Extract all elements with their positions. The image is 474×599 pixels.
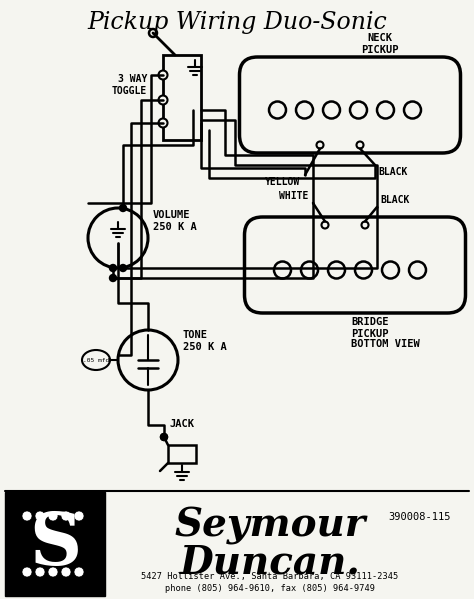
Circle shape (109, 274, 117, 282)
Circle shape (323, 101, 340, 119)
Bar (168, 445, 196, 463)
Circle shape (158, 71, 167, 80)
Circle shape (48, 567, 58, 577)
Text: WHITE: WHITE (279, 191, 308, 201)
Text: NECK
PICKUP: NECK PICKUP (361, 34, 399, 55)
FancyBboxPatch shape (239, 57, 461, 153)
Circle shape (382, 262, 399, 279)
Circle shape (22, 511, 32, 521)
Text: 390008-115: 390008-115 (389, 512, 451, 522)
Circle shape (118, 330, 178, 390)
Circle shape (74, 511, 84, 521)
Circle shape (301, 262, 318, 279)
Circle shape (22, 567, 32, 577)
Text: BRIDGE
PICKUP: BRIDGE PICKUP (351, 317, 389, 338)
Circle shape (35, 567, 45, 577)
Circle shape (109, 265, 117, 271)
Circle shape (119, 204, 127, 211)
Ellipse shape (82, 350, 110, 370)
FancyBboxPatch shape (245, 217, 465, 313)
Text: Pickup Wiring Duo-Sonic: Pickup Wiring Duo-Sonic (87, 11, 387, 34)
Circle shape (269, 101, 286, 119)
Text: BOTTOM VIEW: BOTTOM VIEW (351, 339, 419, 349)
Circle shape (356, 141, 364, 149)
Circle shape (377, 101, 394, 119)
Circle shape (161, 434, 167, 440)
Circle shape (158, 119, 167, 128)
Bar (163, 55, 201, 140)
Circle shape (158, 95, 167, 104)
Text: 5427 Hollister Ave., Santa Barbara, CA 93111-2345: 5427 Hollister Ave., Santa Barbara, CA 9… (141, 572, 399, 581)
Text: TONE
250 K A: TONE 250 K A (183, 330, 227, 352)
Circle shape (149, 29, 157, 37)
Circle shape (409, 262, 426, 279)
Circle shape (35, 511, 45, 521)
Text: YELLOW: YELLOW (265, 177, 300, 187)
Circle shape (404, 101, 421, 119)
Circle shape (61, 567, 71, 577)
Circle shape (296, 101, 313, 119)
Text: BLACK: BLACK (378, 167, 407, 177)
Circle shape (362, 222, 368, 228)
Circle shape (350, 101, 367, 119)
Circle shape (119, 265, 127, 271)
Text: VOLUME
250 K A: VOLUME 250 K A (153, 210, 197, 232)
Bar (5, 492, 105, 596)
Text: S: S (29, 509, 81, 579)
Circle shape (328, 262, 345, 279)
Text: phone (805) 964-9610, fax (805) 964-9749: phone (805) 964-9610, fax (805) 964-9749 (165, 584, 375, 593)
Circle shape (317, 141, 323, 149)
Circle shape (161, 434, 167, 440)
Text: 3 WAY
TOGGLE: 3 WAY TOGGLE (112, 74, 147, 96)
Circle shape (74, 567, 84, 577)
Circle shape (274, 262, 291, 279)
Circle shape (321, 222, 328, 228)
Circle shape (88, 208, 148, 268)
Text: .05 mfd: .05 mfd (83, 358, 109, 362)
Text: JACK: JACK (170, 419, 194, 429)
Text: BLACK: BLACK (380, 195, 410, 205)
Text: Seymour: Seymour (174, 507, 365, 545)
Circle shape (355, 262, 372, 279)
Circle shape (61, 511, 71, 521)
Text: Duncan.: Duncan. (180, 544, 360, 582)
Circle shape (48, 511, 58, 521)
